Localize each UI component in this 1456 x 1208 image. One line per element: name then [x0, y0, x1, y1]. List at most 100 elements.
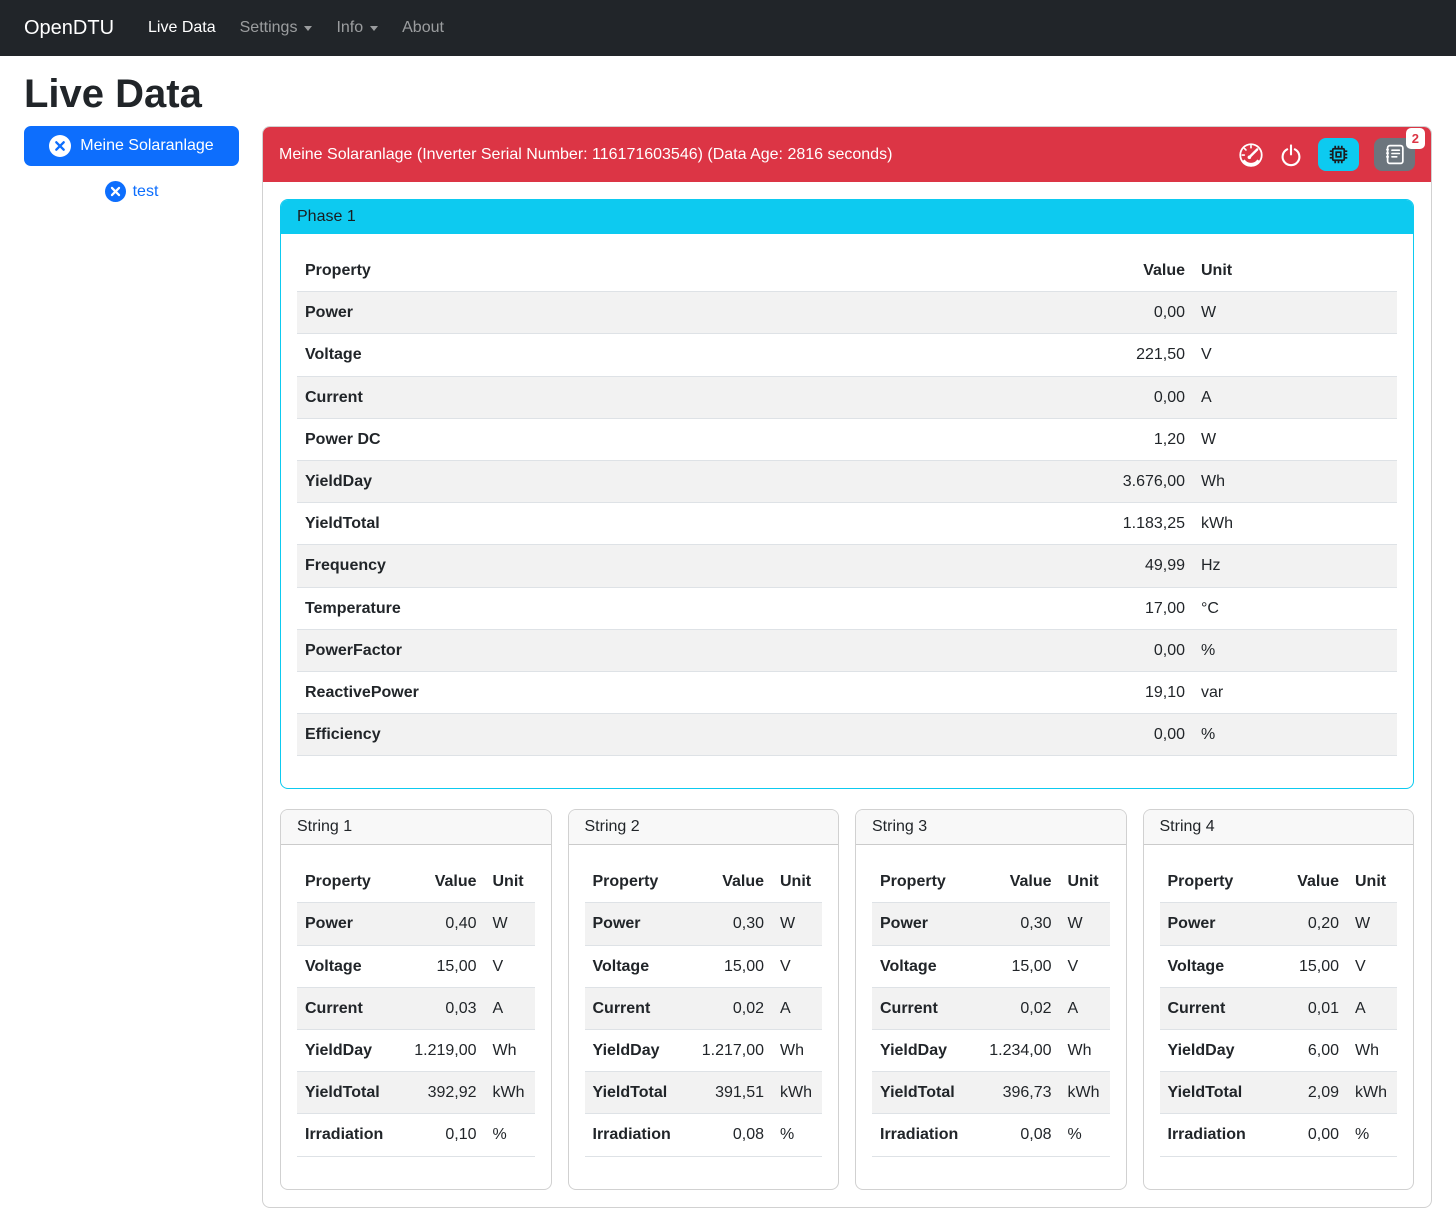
value-cell: 391,51	[686, 1071, 772, 1115]
string-table: Property Value Unit Power 0,40 W Voltage 15,…	[297, 861, 535, 1157]
unit-cell: A	[1193, 376, 1397, 419]
unit-cell: W	[1347, 902, 1397, 946]
property-cell: Voltage	[297, 945, 400, 988]
table-row: Voltage 15,00 V	[297, 945, 535, 988]
column-header-unit: Unit	[772, 861, 822, 904]
unit-cell: Wh	[1059, 1029, 1110, 1073]
property-cell: Power	[297, 291, 856, 335]
unit-cell: kWh	[1193, 502, 1397, 546]
value-cell: 0,40	[399, 902, 485, 946]
inverter-link-test[interactable]: test	[104, 181, 158, 202]
table-row: YieldDay 1.219,00 Wh	[297, 1029, 535, 1073]
table-row: Current 0,03 A	[297, 987, 535, 1031]
phase-card: Phase 1 Property Value Unit Power 0,00 W Vo…	[280, 199, 1414, 790]
unit-cell: kWh	[484, 1071, 535, 1115]
unit-cell: Hz	[1193, 544, 1397, 588]
table-row: Frequency 49,99 Hz	[297, 544, 1397, 588]
phase-card-title: Phase 1	[281, 200, 1413, 234]
column-header-unit: Unit	[1347, 861, 1397, 904]
table-row: Power 0,30 W	[872, 902, 1110, 946]
table-row: Voltage 15,00 V	[584, 945, 822, 988]
phase-card-body: Property Value Unit Power 0,00 W Voltage 221…	[281, 234, 1413, 788]
limits-button[interactable]	[1238, 142, 1264, 168]
inverter-selector: Meine Solaranlage test	[24, 126, 239, 202]
device-info-button[interactable]	[1318, 138, 1359, 171]
unit-cell: var	[1193, 671, 1397, 715]
brand-link[interactable]: OpenDTU	[24, 16, 115, 39]
inverter-button-selected[interactable]: Meine Solaranlage	[24, 126, 239, 166]
x-circle-icon[interactable]	[49, 135, 72, 157]
event-log-button[interactable]: 2	[1374, 128, 1425, 171]
unit-cell: Wh	[772, 1029, 822, 1073]
value-cell: 0,00	[1275, 1113, 1347, 1157]
string-card: String 1 Property Value Unit Power 0,40 W V…	[280, 809, 552, 1190]
table-header-row: Property Value Unit	[1159, 861, 1397, 904]
property-cell: Irradiation	[297, 1113, 400, 1157]
cpu-icon	[1327, 143, 1350, 166]
unit-cell: A	[484, 987, 535, 1031]
value-cell: 15,00	[399, 945, 485, 988]
value-cell: 17,00	[855, 587, 1193, 630]
column-header-value: Value	[686, 861, 772, 904]
chevron-down-icon	[304, 25, 313, 31]
table-row: YieldDay 3.676,00 Wh	[297, 460, 1397, 504]
nav-item-settings[interactable]: Settings	[230, 11, 323, 45]
string-card-body: Property Value Unit Power 0,20 W Voltage 15,…	[1144, 845, 1414, 1188]
unit-cell: %	[1059, 1113, 1110, 1157]
table-row: YieldTotal 392,92 kWh	[297, 1071, 535, 1115]
table-row: Power 0,20 W	[1159, 902, 1397, 946]
property-cell: Voltage	[297, 333, 856, 377]
value-cell: 0,02	[974, 987, 1060, 1031]
nav-item-info[interactable]: Info	[326, 11, 388, 45]
property-cell: Temperature	[297, 587, 856, 630]
string-table: Property Value Unit Power 0,30 W Voltage 15,…	[584, 861, 822, 1157]
property-cell: YieldTotal	[297, 1071, 400, 1115]
table-row: Irradiation 0,08%	[584, 1113, 822, 1157]
value-cell: 2,09	[1275, 1071, 1347, 1115]
unit-cell: kWh	[1347, 1071, 1397, 1115]
power-icon	[1279, 143, 1303, 167]
journal-text-icon	[1383, 143, 1406, 166]
column-header-property: Property	[1159, 861, 1276, 904]
nav-item-live-data[interactable]: Live Data	[138, 11, 226, 45]
unit-cell: V	[772, 945, 822, 988]
unit-cell: %	[1347, 1113, 1397, 1157]
unit-cell: %	[772, 1113, 822, 1157]
unit-cell: W	[484, 902, 535, 946]
column-header-unit: Unit	[1193, 250, 1397, 293]
table-row: YieldDay 1.234,00 Wh	[872, 1029, 1110, 1073]
x-circle-icon[interactable]	[104, 181, 126, 202]
property-cell: Power	[872, 902, 975, 946]
property-cell: Power	[1159, 902, 1276, 946]
navbar: OpenDTU Live Data Settings Info About	[0, 0, 1456, 56]
nav-item-label: About	[402, 19, 444, 36]
value-cell: 15,00	[974, 945, 1060, 988]
nav-item-label: Info	[336, 19, 364, 36]
property-cell: PowerFactor	[297, 629, 856, 672]
table-header-row: Property Value Unit	[872, 861, 1110, 904]
nav-item-about[interactable]: About	[392, 11, 454, 45]
table-header-row: Property Value Unit	[297, 861, 535, 904]
property-cell: Current	[584, 987, 687, 1031]
string-card: String 4 Property Value Unit Power 0,20 W V…	[1142, 809, 1414, 1190]
property-cell: Irradiation	[872, 1113, 975, 1157]
table-row: YieldTotal 396,73 kWh	[872, 1071, 1110, 1115]
chevron-down-icon	[370, 25, 379, 31]
string-card-body: Property Value Unit Power 0,30 W Voltage 15,…	[856, 845, 1126, 1188]
strings-row: String 1 Property Value Unit Power 0,40 W V…	[280, 809, 1414, 1190]
table-row: Temperature 17,00 °C	[297, 587, 1397, 630]
value-cell: 221,50	[855, 333, 1193, 377]
value-cell: 0,02	[686, 987, 772, 1031]
value-cell: 6,00	[1275, 1029, 1347, 1073]
property-cell: Irradiation	[584, 1113, 687, 1157]
property-cell: YieldDay	[584, 1029, 687, 1073]
table-row: YieldTotal 2,09 kWh	[1159, 1071, 1397, 1115]
value-cell: 392,92	[399, 1071, 485, 1115]
table-row: Current 0,02 A	[872, 987, 1110, 1031]
value-cell: 0,01	[1275, 987, 1347, 1031]
nav-links: Live Data Settings Info About	[138, 11, 454, 45]
inverter-panel-header: Meine Solaranlage (Inverter Serial Numbe…	[263, 127, 1431, 182]
power-toggle-button[interactable]	[1279, 143, 1303, 167]
string-card-title: String 3	[856, 810, 1126, 846]
table-row: Voltage 15,00 V	[872, 945, 1110, 988]
